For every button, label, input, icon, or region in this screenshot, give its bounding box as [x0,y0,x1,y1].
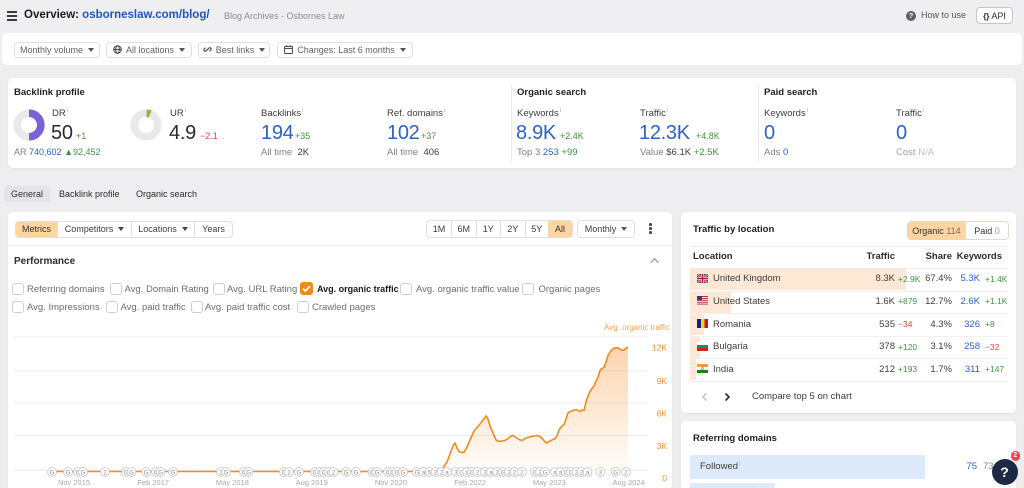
svg-text:G: G [50,469,55,476]
svg-text:G: G [375,469,380,476]
svg-text:9K: 9K [657,376,668,386]
svg-text:12K: 12K [652,343,667,353]
svg-text:G: G [395,469,400,476]
svg-text:G: G [401,469,406,476]
svg-text:2: 2 [513,469,517,476]
svg-text:May 2023: May 2023 [533,478,566,487]
svg-text:G: G [415,469,420,476]
svg-text:G: G [66,469,71,476]
svg-text:G: G [124,469,129,476]
svg-text:6K: 6K [657,409,668,419]
svg-text:2: 2 [103,469,107,476]
svg-text:G: G [158,469,163,476]
svg-text:G: G [501,469,506,476]
svg-text:G: G [470,469,475,476]
svg-text:2: 2 [440,469,444,476]
svg-text:a: a [422,469,426,476]
svg-text:2: 2 [476,469,480,476]
svg-text:G: G [543,469,548,476]
svg-text:2: 2 [483,469,487,476]
svg-text:G: G [246,469,251,476]
svg-text:G: G [569,469,574,476]
svg-text:G: G [282,469,287,476]
svg-text:Aug 2019: Aug 2019 [296,478,328,487]
svg-text:G: G [144,469,149,476]
svg-text:G: G [533,469,538,476]
svg-text:2: 2 [624,469,628,476]
svg-text:3: 3 [454,469,458,476]
svg-text:G: G [171,469,176,476]
svg-text:G: G [81,469,86,476]
svg-text:Feb 2022: Feb 2022 [454,478,486,487]
svg-text:a: a [553,469,557,476]
svg-text:G: G [613,469,618,476]
svg-text:2: 2 [580,469,584,476]
svg-text:2: 2 [495,469,499,476]
svg-text:G: G [564,469,569,476]
svg-text:G: G [129,469,134,476]
svg-text:a: a [445,469,449,476]
svg-text:Feb 2017: Feb 2017 [137,478,169,487]
svg-text:2: 2 [332,469,336,476]
svg-text:G: G [459,469,464,476]
svg-text:G: G [297,469,302,476]
svg-text:G: G [322,469,327,476]
svg-text:2: 2 [287,469,291,476]
svg-text:5: 5 [428,469,432,476]
svg-text:3: 3 [599,469,603,476]
svg-text:2: 2 [434,469,438,476]
svg-text:2: 2 [520,469,524,476]
svg-text:0: 0 [662,473,667,483]
svg-text:2: 2 [507,469,511,476]
svg-text:a: a [586,469,590,476]
svg-text:G: G [224,469,229,476]
svg-text:G: G [354,469,359,476]
svg-text:a: a [559,469,563,476]
svg-text:G: G [76,469,81,476]
svg-text:a: a [489,469,493,476]
svg-text:May 2018: May 2018 [216,478,249,487]
svg-text:Nov 2020: Nov 2020 [375,478,407,487]
svg-text:3K: 3K [657,441,668,451]
svg-text:Aug 2024: Aug 2024 [613,478,645,487]
svg-text:G: G [344,469,349,476]
svg-text:Nov 2015: Nov 2015 [58,478,90,487]
